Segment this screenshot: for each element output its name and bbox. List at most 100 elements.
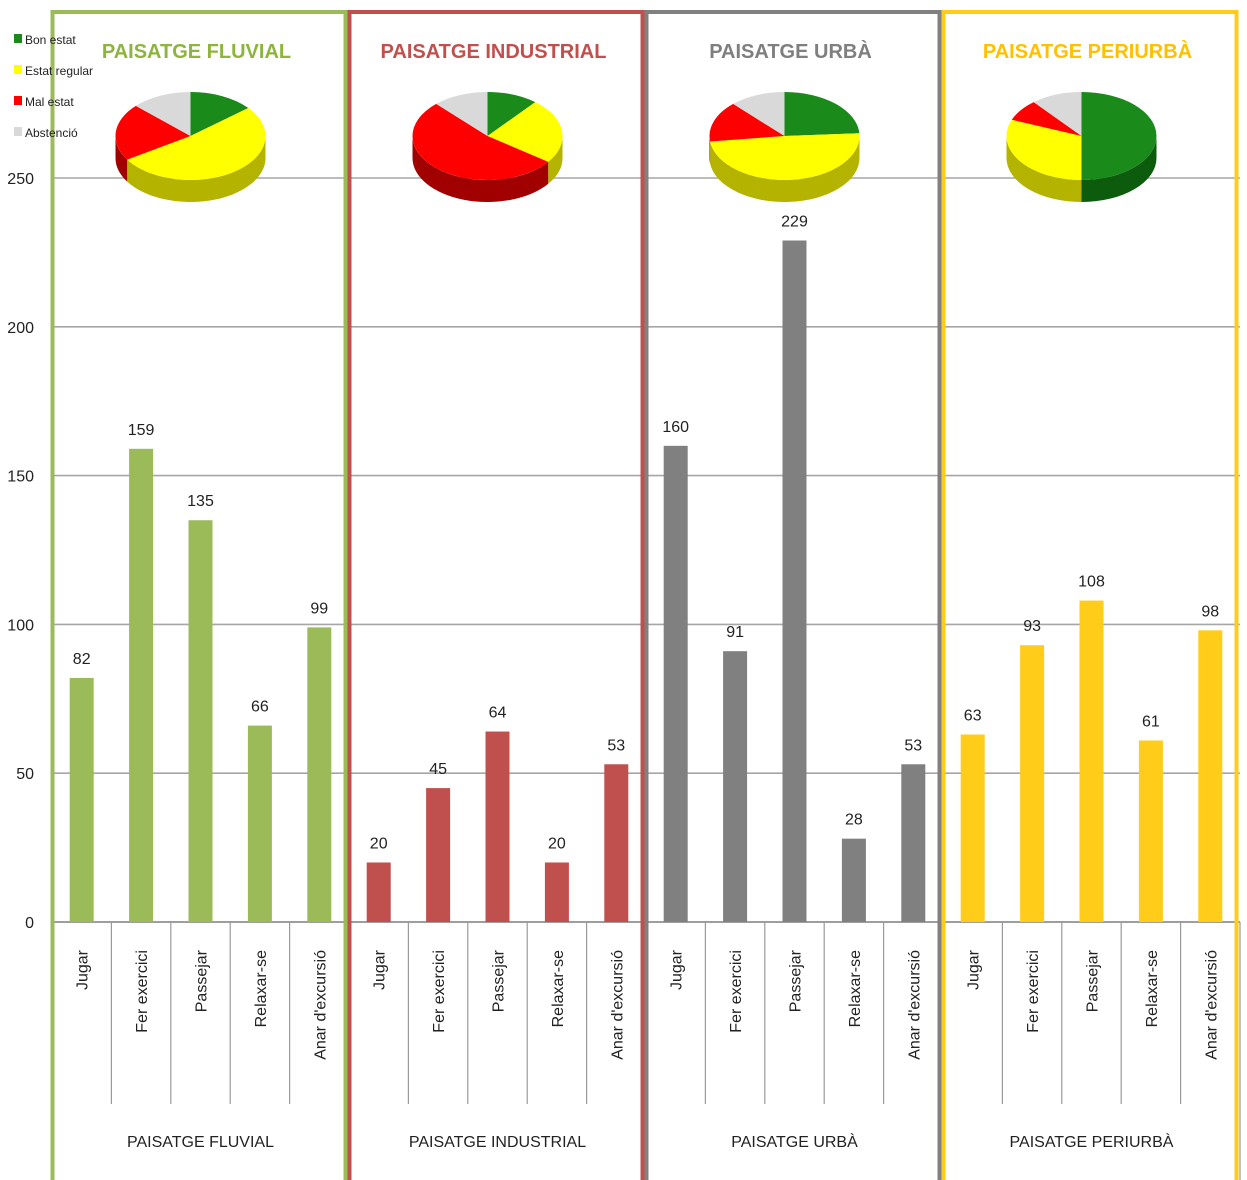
category-label: Anar d'excursió [312, 950, 329, 1060]
group-title: PAISATGE INDUSTRIAL [381, 41, 607, 63]
bar [366, 862, 391, 922]
group-frame [644, 10, 942, 1180]
bar [307, 627, 332, 922]
legend-swatch [14, 34, 22, 43]
category-label: Jugar [75, 949, 92, 990]
pie-side [548, 136, 563, 184]
bar [901, 764, 926, 922]
pie-slice [710, 133, 860, 181]
pie-side [710, 136, 860, 203]
bar [841, 838, 866, 922]
data-label: 61 [1142, 713, 1160, 730]
bar [544, 862, 569, 922]
y-tick-label: 0 [25, 915, 34, 932]
legend-swatch [14, 96, 22, 105]
x-axis: PAISATGE FLUVIAL Jugar Fer exercici Passeja… [51, 922, 1241, 1180]
bar [129, 448, 154, 922]
y-tick-label: 100 [7, 617, 34, 634]
pie-slice [1081, 92, 1157, 180]
data-label: 91 [726, 624, 744, 641]
group-title: PAISATGE URBÀ [709, 40, 872, 63]
pie-slice [733, 92, 785, 136]
data-label: 45 [429, 761, 447, 778]
bar [188, 520, 213, 922]
pie-side [115, 136, 128, 182]
category-label: Fer exercici [431, 950, 448, 1033]
bar [1198, 630, 1223, 922]
category-label: Passejar [788, 949, 805, 1012]
y-tick-label: 50 [16, 766, 34, 783]
pie-slice [1006, 119, 1082, 180]
data-label: 98 [1201, 603, 1219, 620]
group-axis-label: PAISATGE PERIURBÀ [1010, 1132, 1174, 1151]
category-label: Relaxar-se [1144, 950, 1161, 1027]
pie-side [1006, 136, 1082, 202]
data-label: 63 [964, 708, 982, 725]
group-frame [50, 10, 348, 1180]
category-label: Jugar [966, 949, 983, 990]
pie-side [709, 136, 711, 164]
data-label: 108 [1078, 574, 1105, 591]
legend-swatch [14, 127, 22, 136]
data-label: 28 [845, 812, 863, 829]
legend-label: Abstenció [25, 126, 78, 140]
pie-side [1081, 136, 1157, 202]
data-label: 53 [607, 737, 625, 754]
pie-charts [115, 92, 1157, 203]
data-label: 99 [310, 600, 328, 617]
bar [663, 445, 688, 922]
group-axis-label: PAISATGE URBÀ [731, 1132, 858, 1151]
group-title: PAISATGE FLUVIAL [102, 41, 291, 63]
pie-slice [115, 105, 191, 160]
bar [723, 651, 748, 922]
pie-slice [127, 107, 266, 180]
legend-swatch [14, 65, 22, 74]
category-label: Relaxar-se [550, 950, 567, 1027]
pie-slice [190, 92, 249, 136]
category-label: Relaxar-se [847, 950, 864, 1027]
bar [426, 788, 451, 922]
data-label: 159 [128, 422, 155, 439]
category-label: Passejar [1085, 949, 1102, 1012]
group-frames: PAISATGE FLUVIAL PAISATGE INDUSTRIAL PAISA… [50, 10, 1239, 1180]
data-label: 20 [370, 835, 388, 852]
group-title: PAISATGE PERIURBÀ [983, 40, 1192, 63]
group-frame [347, 10, 645, 1180]
bar [960, 734, 985, 922]
bar [69, 677, 94, 922]
pie-slice [487, 102, 563, 162]
category-label: Fer exercici [728, 950, 745, 1033]
data-label: 93 [1023, 618, 1041, 635]
category-label: Fer exercici [134, 950, 151, 1033]
y-tick-label: 250 [7, 171, 34, 188]
bar [604, 764, 629, 922]
pie-slice [135, 92, 191, 136]
bar [247, 725, 272, 922]
data-label: 160 [662, 419, 689, 436]
pie-slice [412, 103, 549, 180]
legend: Bon estat Estat regular Mal estat Abstenció [14, 33, 93, 140]
legend-label: Estat regular [25, 64, 93, 78]
pie-slice [1033, 92, 1082, 136]
bar [1079, 600, 1104, 922]
bars: 82 159 135 66 99 20 45 64 20 53 160 91 229 28 53 63 93 10… [69, 213, 1223, 923]
category-label: Anar d'excursió [1203, 950, 1220, 1060]
y-tick-label: 150 [7, 469, 34, 486]
category-label: Passejar [194, 949, 211, 1012]
pie-side [412, 136, 549, 202]
data-label: 66 [251, 699, 269, 716]
y-axis: 0 50 100 150 200 250 [7, 171, 34, 932]
category-label: Fer exercici [1025, 950, 1042, 1033]
y-tick-label: 200 [7, 320, 34, 337]
pie-slice [487, 92, 536, 136]
legend-label: Bon estat [25, 33, 76, 47]
category-label: Relaxar-se [253, 950, 270, 1027]
category-label: Anar d'excursió [609, 950, 626, 1060]
bar [1020, 645, 1045, 922]
bar [485, 731, 510, 922]
data-label: 82 [73, 651, 91, 668]
data-label: 229 [781, 213, 808, 230]
legend-label: Mal estat [25, 95, 74, 109]
data-label: 20 [548, 835, 566, 852]
